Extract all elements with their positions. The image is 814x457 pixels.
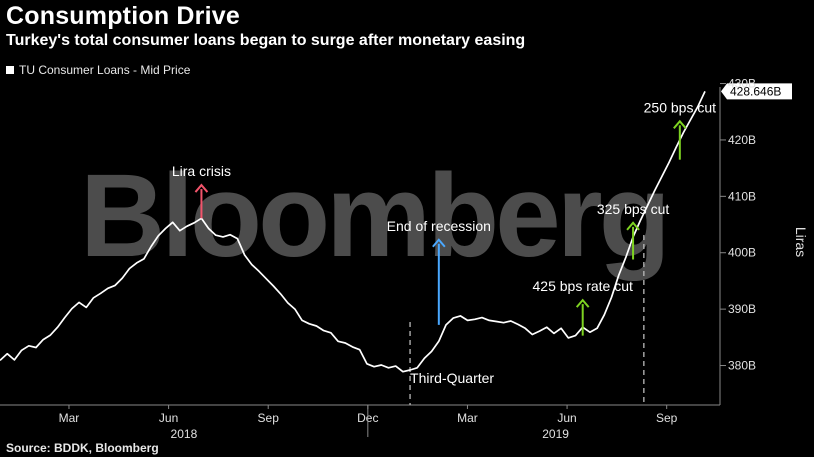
annotation: 250 bps cut: [644, 99, 716, 160]
chart-title: Consumption Drive: [6, 2, 240, 30]
x-tick-label: Sep: [656, 411, 678, 425]
axes: [0, 87, 721, 406]
x-tick-label: Jun: [159, 411, 178, 425]
annotation-label: 325 bps cut: [597, 201, 669, 217]
annotation-label: 425 bps rate cut: [533, 278, 634, 294]
annotation: 425 bps rate cut: [533, 278, 634, 336]
y-tick-label: 420B: [728, 133, 756, 147]
y-tick-label: 390B: [728, 302, 756, 316]
series-line-consumer-loans: [0, 91, 706, 373]
y-tick-label: 410B: [728, 189, 756, 203]
x-year-label: 2019: [542, 427, 569, 441]
annotation-arrow-head: [194, 183, 209, 193]
x-year-label: 2018: [171, 427, 198, 441]
annotation-label: 250 bps cut: [644, 99, 716, 115]
annotation-arrow-head: [626, 221, 640, 231]
x-tick-label: Sep: [258, 411, 280, 425]
series-layer: 428.646B: [0, 83, 792, 373]
annotations: Lira crisis End of recession 425 bps rate …: [172, 99, 716, 336]
last-value-label: 428.646B: [730, 84, 781, 98]
legend-swatch: [6, 66, 14, 74]
y-tick-label: 430B: [728, 77, 756, 91]
annotation-arrow-head: [575, 298, 590, 308]
annotation-label: End of recession: [387, 218, 491, 234]
quarter-markers: Third-Quarter: [409, 235, 645, 405]
y-tick-label: 400B: [728, 246, 756, 260]
last-value-tag: 428.646B: [721, 83, 792, 100]
legend: TU Consumer Loans - Mid Price: [6, 63, 190, 77]
annotation: 325 bps cut: [597, 201, 669, 260]
quarter-marker-label: Third-Quarter: [410, 370, 494, 386]
x-tick-label: Mar: [457, 411, 478, 425]
legend-label: TU Consumer Loans - Mid Price: [19, 63, 191, 77]
annotation: Lira crisis: [172, 163, 231, 219]
x-tick-label: Mar: [59, 411, 80, 425]
last-value-badge: [721, 83, 792, 100]
source-note: Source: BDDK, Bloomberg: [6, 441, 159, 455]
annotation: End of recession: [387, 218, 491, 325]
annotation-label: Lira crisis: [172, 163, 231, 179]
y-tick-label: 380B: [728, 359, 756, 373]
x-tick-label: Jun: [557, 411, 576, 425]
annotation-arrow-head: [432, 238, 446, 248]
annotation-arrow-head: [673, 119, 687, 129]
y-axis-label: Liras: [793, 227, 809, 257]
bloomberg-watermark: Bloomberg: [80, 150, 671, 282]
chart-subtitle: Turkey's total consumer loans began to s…: [6, 32, 526, 49]
y-axis-ticks: 380B 390B 400B 410B 420B 430B: [720, 77, 756, 373]
